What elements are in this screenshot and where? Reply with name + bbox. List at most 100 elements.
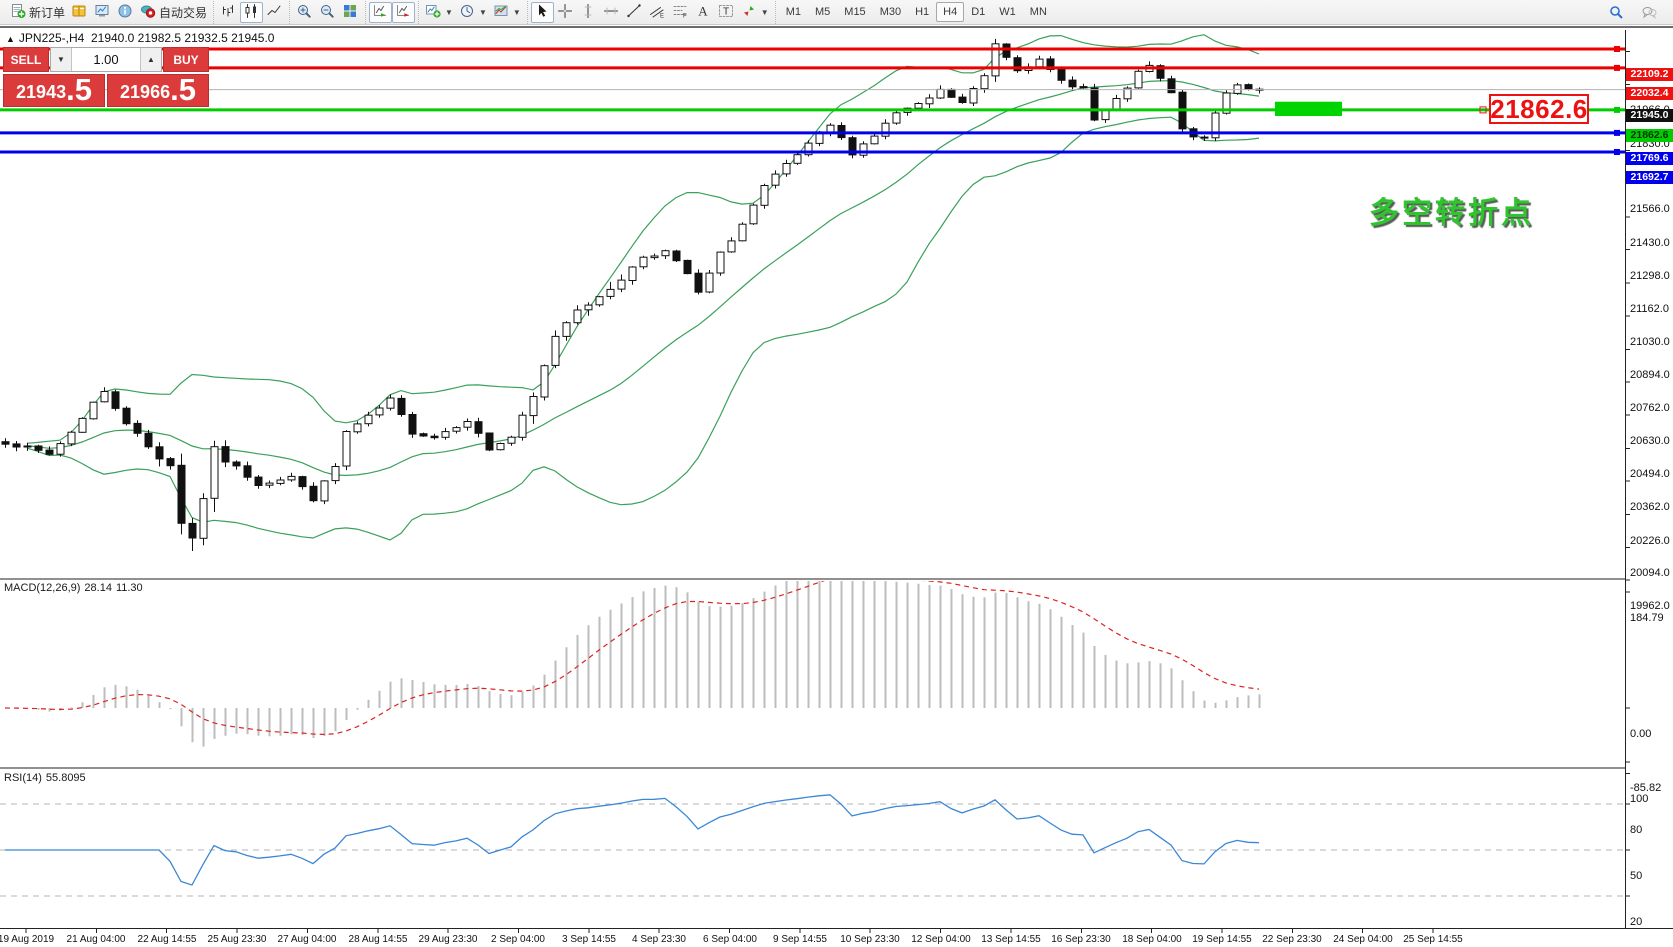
search-icon[interactable] (1605, 2, 1628, 23)
macd-axis-label: 184.79 (1630, 612, 1664, 624)
buy-price-main: 21966 (120, 82, 171, 102)
date-tick-label: 12 Sep 04:00 (911, 934, 971, 945)
volume-decrease-button[interactable]: ▼ (51, 48, 72, 71)
fibonacci-button[interactable]: F (669, 2, 692, 23)
line-chart-button[interactable] (263, 2, 286, 23)
chart-shift-button[interactable] (392, 1, 416, 23)
date-tick-label: 6 Sep 04:00 (703, 934, 757, 945)
chart-canvas[interactable] (0, 28, 1673, 947)
timeframe-h1-button[interactable]: H1 (915, 6, 930, 18)
vertical-line-button[interactable] (577, 2, 600, 23)
date-tick-label: 4 Sep 23:30 (632, 934, 686, 945)
rsi-axis-label: 80 (1630, 824, 1643, 836)
date-tick-label: 25 Sep 14:55 (1403, 934, 1463, 945)
line-chart-icon (266, 3, 282, 22)
timeframe-h4-button[interactable]: H4 (936, 2, 965, 22)
date-tick-label: 24 Sep 04:00 (1333, 934, 1393, 945)
cursor-button[interactable] (530, 1, 554, 23)
arrows-button[interactable]: ▼ (738, 2, 772, 23)
horizontal-line-icon (603, 3, 619, 22)
auto-scroll-button[interactable] (369, 1, 393, 23)
dropdown-caret-icon[interactable]: ▼ (445, 7, 453, 17)
toolbar-group (213, 0, 289, 24)
timeframe-d1-button[interactable]: D1 (971, 6, 986, 18)
market-watch-button[interactable] (91, 2, 114, 23)
toolbar-group: ▼ ▼ ▼ (418, 0, 527, 24)
trend-line-button[interactable] (623, 2, 646, 23)
community-chat-icon[interactable] (1638, 2, 1661, 23)
new-order-button[interactable]: 新订单 (7, 2, 68, 23)
date-tick-label: 9 Sep 14:55 (773, 934, 827, 945)
channel-button[interactable]: E (646, 2, 669, 23)
sell-price-display[interactable]: 21943.5 (3, 74, 105, 107)
sell-price-pips: .5 (66, 72, 92, 107)
sell-button[interactable]: SELL (3, 47, 49, 72)
date-tick-label: 25 Aug 23:30 (207, 934, 267, 945)
dropdown-caret-icon[interactable]: ▼ (512, 7, 521, 17)
buy-price-display[interactable]: 21966.5 (107, 74, 209, 107)
arrows-icon (741, 3, 757, 22)
bar-chart-button[interactable] (217, 2, 240, 23)
buy-button[interactable]: BUY (163, 47, 209, 72)
price-marker-21692.7: 21692.7 (1626, 171, 1673, 184)
date-tick-label: 21 Aug 04:00 (66, 934, 126, 945)
price-tick-label: 20494.0 (1630, 468, 1670, 480)
volume-increase-button[interactable]: ▲ (140, 48, 161, 71)
trend-line-icon (626, 3, 642, 22)
history-book-button[interactable] (68, 2, 91, 23)
toolbar-groups: 新订单 自动交易 ▼ ▼ ▼ E F A T ▼ (4, 0, 775, 24)
buy-price-pips: .5 (170, 72, 196, 107)
period-clock-button[interactable]: ▼ (456, 2, 490, 23)
timeframe-m15-button[interactable]: M15 (844, 6, 866, 18)
data-window-button[interactable] (114, 2, 137, 23)
price-tick-label: 21030.0 (1630, 336, 1670, 348)
price-callout-box[interactable]: 21862.6 (1489, 93, 1589, 124)
symbol-period: JPN225-,H4 (18, 31, 85, 45)
date-tick-label: 18 Sep 04:00 (1122, 934, 1182, 945)
new-chart-button[interactable]: ▼ (422, 2, 456, 23)
date-tick-label: 2 Sep 04:00 (491, 934, 545, 945)
history-book-icon (71, 3, 87, 22)
period-clock-icon (459, 3, 475, 22)
date-tick-label: 28 Aug 14:55 (348, 934, 408, 945)
text-label-icon: T (718, 3, 734, 22)
auto-trading-button[interactable]: 自动交易 (137, 2, 210, 23)
dropdown-caret-icon[interactable]: ▼ (478, 7, 487, 17)
collapse-arrow-icon[interactable]: ▲ (6, 34, 15, 44)
dropdown-caret-icon[interactable]: ▼ (760, 7, 769, 17)
timeframe-toolbar: M1 M5 M15 M30 H1 H4 D1 W1 MN (774, 0, 1057, 24)
price-marker-22032.4: 22032.4 (1626, 87, 1673, 100)
template-button[interactable]: ▼ (490, 2, 524, 23)
zoom-in-button[interactable] (293, 2, 316, 23)
text-label-button[interactable]: T (715, 2, 738, 23)
date-tick-label: 22 Aug 14:55 (137, 934, 197, 945)
crosshair-icon (557, 3, 573, 22)
volume-value[interactable]: 1.00 (93, 52, 119, 67)
chart-shift-icon (395, 3, 411, 22)
svg-text:T: T (723, 6, 729, 17)
tile-windows-button[interactable] (339, 2, 362, 23)
text-button[interactable]: A (692, 2, 715, 23)
price-tick-label: 20226.0 (1630, 535, 1670, 547)
timeframe-m30-button[interactable]: M30 (879, 6, 902, 18)
price-tick-label: 21162.0 (1630, 303, 1669, 315)
crosshair-button[interactable] (554, 2, 577, 23)
timeframe-mn-button[interactable]: MN (1029, 6, 1047, 18)
rsi-axis-label: 20 (1630, 916, 1643, 928)
svg-text:F: F (683, 13, 687, 19)
candlestick-button[interactable] (240, 1, 264, 23)
price-tick-label: 20630.0 (1630, 435, 1670, 447)
turning-point-annotation[interactable]: 多空转折点 (1369, 197, 1534, 230)
timeframe-w1-button[interactable]: W1 (999, 6, 1016, 18)
timeframe-m1-button[interactable]: M1 (785, 6, 801, 18)
zoom-out-button[interactable] (316, 2, 339, 23)
svg-text:E: E (660, 13, 664, 19)
zoom-in-icon (296, 3, 312, 22)
price-marker-22109.2: 22109.2 (1626, 68, 1673, 81)
price-tick-label: 20362.0 (1630, 501, 1670, 513)
horizontal-line-button[interactable] (600, 2, 623, 23)
toolbar-group (289, 0, 365, 24)
zoom-out-icon (319, 3, 335, 22)
timeframe-m5-button[interactable]: M5 (815, 6, 831, 18)
